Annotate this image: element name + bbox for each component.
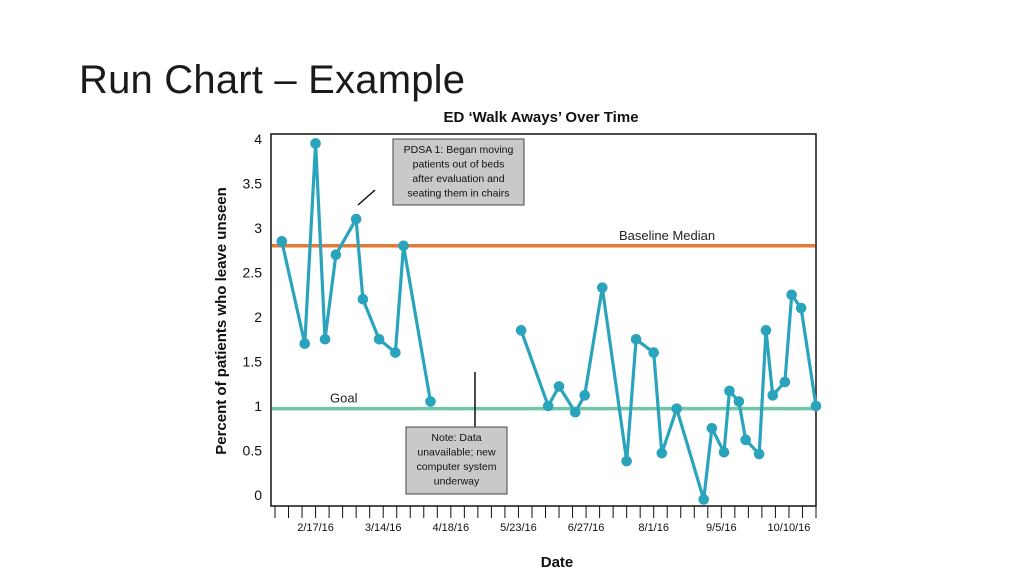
data-point	[553, 381, 565, 392]
annotation-text: seating them in chairs	[407, 188, 509, 200]
data-point	[740, 434, 751, 446]
annotation-text: Note: Data	[431, 432, 481, 444]
data-point	[425, 396, 436, 407]
data-point	[398, 240, 409, 252]
data-point	[542, 400, 554, 412]
y-tick-label: 1	[254, 398, 262, 414]
data-point	[597, 282, 608, 293]
data-point	[373, 333, 385, 345]
data-point	[569, 406, 581, 418]
data-point	[579, 390, 591, 401]
slide-title: Run Chart – Example	[79, 58, 466, 102]
data-point	[733, 396, 745, 407]
data-point	[299, 338, 311, 350]
data-point	[760, 325, 772, 336]
data-point	[698, 494, 710, 505]
data-point	[319, 333, 331, 345]
x-tick-label: 3/14/16	[365, 522, 402, 534]
annotation-text: underway	[434, 476, 480, 488]
y-axis: 0 0.5 1 1.5 2 2.5 3 3.5 4	[243, 131, 263, 503]
x-tick-label: 2/17/16	[297, 522, 334, 534]
y-tick-label: 3	[254, 220, 262, 236]
data-point	[515, 325, 527, 336]
x-tick-label: 8/1/16	[638, 522, 669, 534]
plot-border	[270, 133, 817, 507]
plot-frame	[270, 133, 817, 507]
reference-label-baseline-median: Baseline Median	[619, 228, 715, 243]
annotation-pointer	[357, 189, 376, 206]
y-tick-label: 0	[254, 487, 262, 503]
y-tick-label: 2	[254, 309, 262, 325]
data-point	[779, 376, 791, 388]
data-point	[706, 422, 718, 434]
data-point	[724, 385, 735, 397]
annotation-text: after evaluation and	[412, 173, 504, 185]
x-axis: 2/17/16 3/14/16 4/18/16 5/23/16 6/27/16 8/1/1…	[274, 506, 817, 534]
data-point	[621, 455, 632, 467]
data-point	[767, 390, 779, 401]
x-axis-label: Date	[541, 554, 574, 571]
data-point	[656, 447, 668, 459]
y-tick-label: 4	[254, 131, 262, 147]
data-series	[276, 138, 822, 505]
annotation-text: PDSA 1: Began moving	[404, 144, 514, 156]
x-tick-label: 9/5/16	[706, 522, 737, 534]
data-point	[753, 448, 765, 460]
annotation-text: computer system	[417, 461, 497, 473]
annotation-text: patients out of beds	[413, 159, 505, 171]
data-point	[310, 138, 321, 149]
annotation-box	[392, 138, 525, 206]
data-point	[648, 347, 659, 358]
reference-lines: Baseline Median Goal	[272, 228, 815, 411]
annotation-box	[405, 426, 508, 495]
x-tick-label: 5/23/16	[500, 522, 537, 534]
y-tick-label: 2.5	[243, 265, 263, 281]
y-tick-label: 1.5	[243, 354, 263, 370]
data-point	[718, 446, 730, 458]
data-point	[330, 249, 342, 260]
x-tick-label: 10/10/16	[768, 522, 811, 534]
x-tick-label: 4/18/16	[432, 522, 469, 534]
data-point	[390, 347, 401, 358]
data-point	[671, 403, 682, 414]
annotation-text: unavailable; new	[417, 447, 496, 459]
chart-title: ED ‘Walk Aways’ Over Time	[443, 109, 638, 126]
y-tick-label: 3.5	[243, 176, 263, 192]
data-point	[810, 400, 822, 412]
reference-label-goal: Goal	[330, 391, 358, 406]
data-point	[630, 333, 642, 345]
data-point	[357, 293, 369, 305]
y-axis-label: Percent of patients who leave unseen	[213, 187, 230, 455]
x-tick-label: 6/27/16	[568, 522, 605, 534]
data-point	[795, 302, 807, 314]
data-point	[350, 213, 362, 225]
data-point	[276, 236, 288, 247]
data-point	[786, 289, 797, 301]
y-tick-label: 0.5	[243, 443, 263, 459]
annotations: PDSA 1: Began moving patients out of beds…	[357, 138, 525, 495]
